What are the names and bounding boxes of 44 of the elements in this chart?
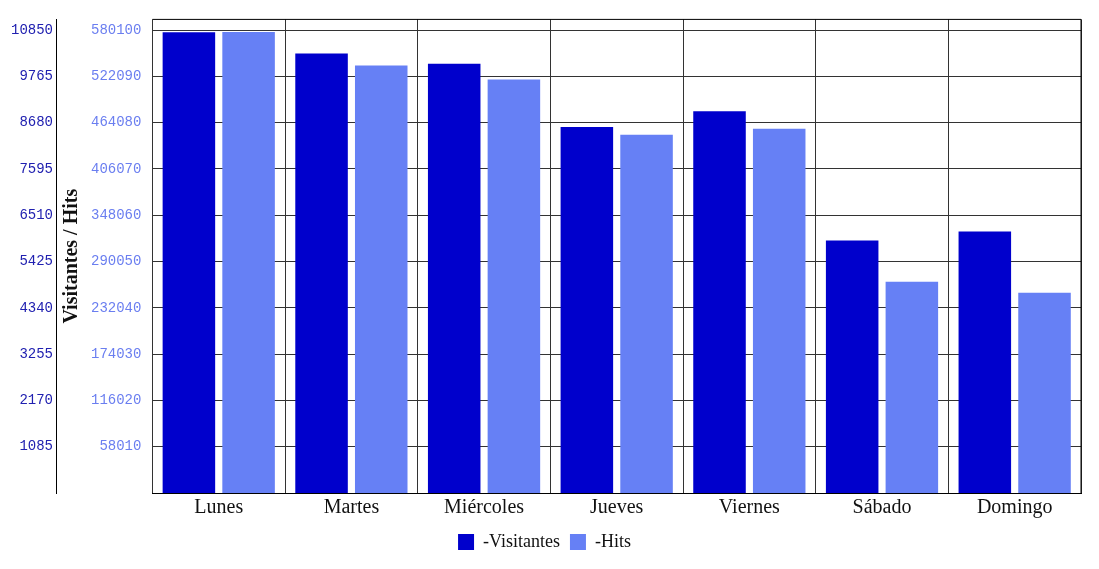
bar [958, 231, 1012, 493]
bar [620, 134, 673, 493]
legend-label: -Visitantes [483, 530, 560, 551]
y2-tick-label: 522090 [90, 68, 142, 85]
y2-tick-label: 232040 [90, 299, 142, 316]
y2-tick-label: 464080 [90, 114, 142, 131]
bar [162, 32, 216, 493]
bar [427, 63, 481, 493]
y-tick-label: 10850 [10, 21, 54, 38]
y2-tick-label: 406070 [90, 160, 142, 177]
y2-tick-label: 174030 [90, 345, 142, 362]
y-tick-label: 7595 [19, 160, 54, 177]
x-tick-label: Lunes [194, 495, 244, 518]
bar [295, 53, 348, 493]
bar [693, 111, 746, 493]
y-tick-label: 3255 [19, 345, 54, 362]
x-tick-label: Domingo [976, 495, 1053, 519]
y2-tick-label: 290050 [90, 253, 142, 270]
y-tick-label: 9765 [19, 68, 54, 85]
legend-label: -Hits [594, 530, 631, 551]
x-tick-label: Martes [323, 495, 380, 518]
bar [354, 65, 408, 493]
y-tick-label: 5425 [19, 253, 54, 270]
bar [825, 240, 879, 493]
y-tick-label: 1085 [19, 438, 54, 455]
bar [885, 281, 939, 493]
bar [487, 79, 541, 493]
y-tick-label: 4340 [19, 299, 54, 316]
y-axis-title: Visitantes / Hits [59, 188, 82, 324]
bar [560, 126, 614, 493]
x-tick-label: Miércoles [444, 495, 525, 518]
x-tick-label: Jueves [590, 495, 644, 518]
y2-tick-label: 580100 [90, 21, 142, 38]
bar [222, 32, 275, 493]
y2-tick-label: 348060 [90, 206, 142, 223]
x-tick-label: Sábado [852, 495, 912, 518]
y-tick-label: 8680 [19, 114, 54, 131]
y-tick-label: 2170 [19, 392, 54, 409]
y-tick-label: 6510 [19, 206, 54, 223]
y2-tick-label: 116020 [90, 392, 142, 409]
bar [752, 128, 806, 493]
x-tick-label: Viernes [718, 495, 781, 518]
y2-tick-label: 58010 [99, 438, 142, 455]
bar [1018, 292, 1071, 493]
